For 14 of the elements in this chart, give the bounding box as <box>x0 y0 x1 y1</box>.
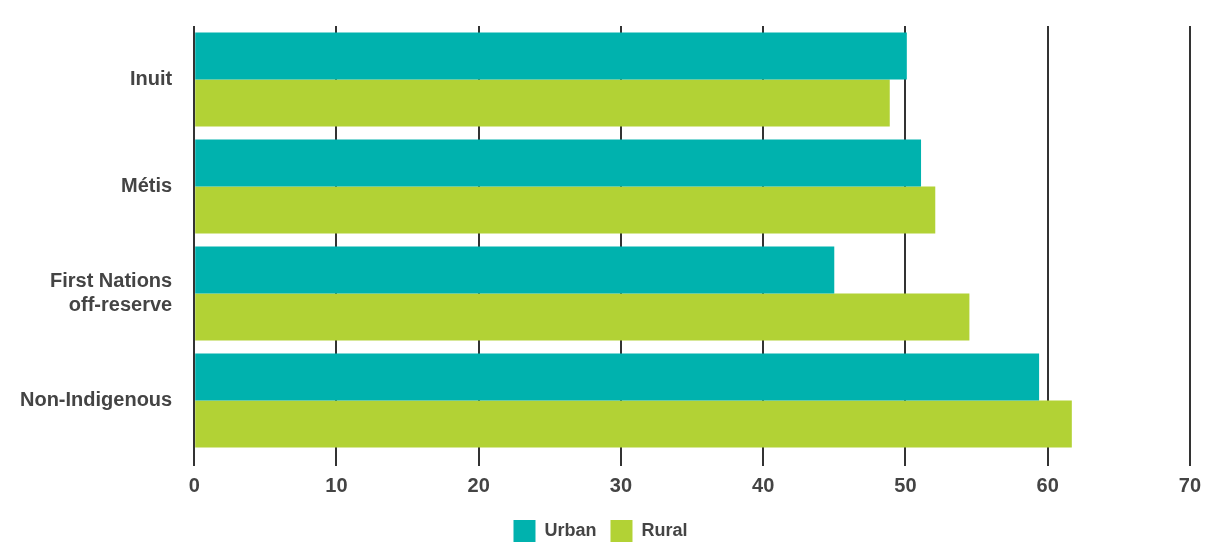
y-tick-label: Inuit <box>129 67 173 90</box>
x-tick-label: 0 <box>188 473 200 496</box>
x-tick-label: 60 <box>1036 473 1059 496</box>
x-tick-label: 30 <box>609 473 633 496</box>
legend-label: Rural <box>641 519 688 540</box>
x-tick-label: 40 <box>752 473 775 496</box>
y-tick-label: Non-Indigenous <box>19 388 173 411</box>
x-tick-label: 70 <box>1178 473 1201 496</box>
y-tick-label: Métis <box>121 174 173 197</box>
x-tick-label: 10 <box>325 473 348 496</box>
x-tick-label: 20 <box>467 473 490 496</box>
legend-label: Urban <box>544 519 597 540</box>
y-tick-label: First Nations off-reserve <box>49 269 173 316</box>
x-tick-label: 50 <box>894 473 917 496</box>
